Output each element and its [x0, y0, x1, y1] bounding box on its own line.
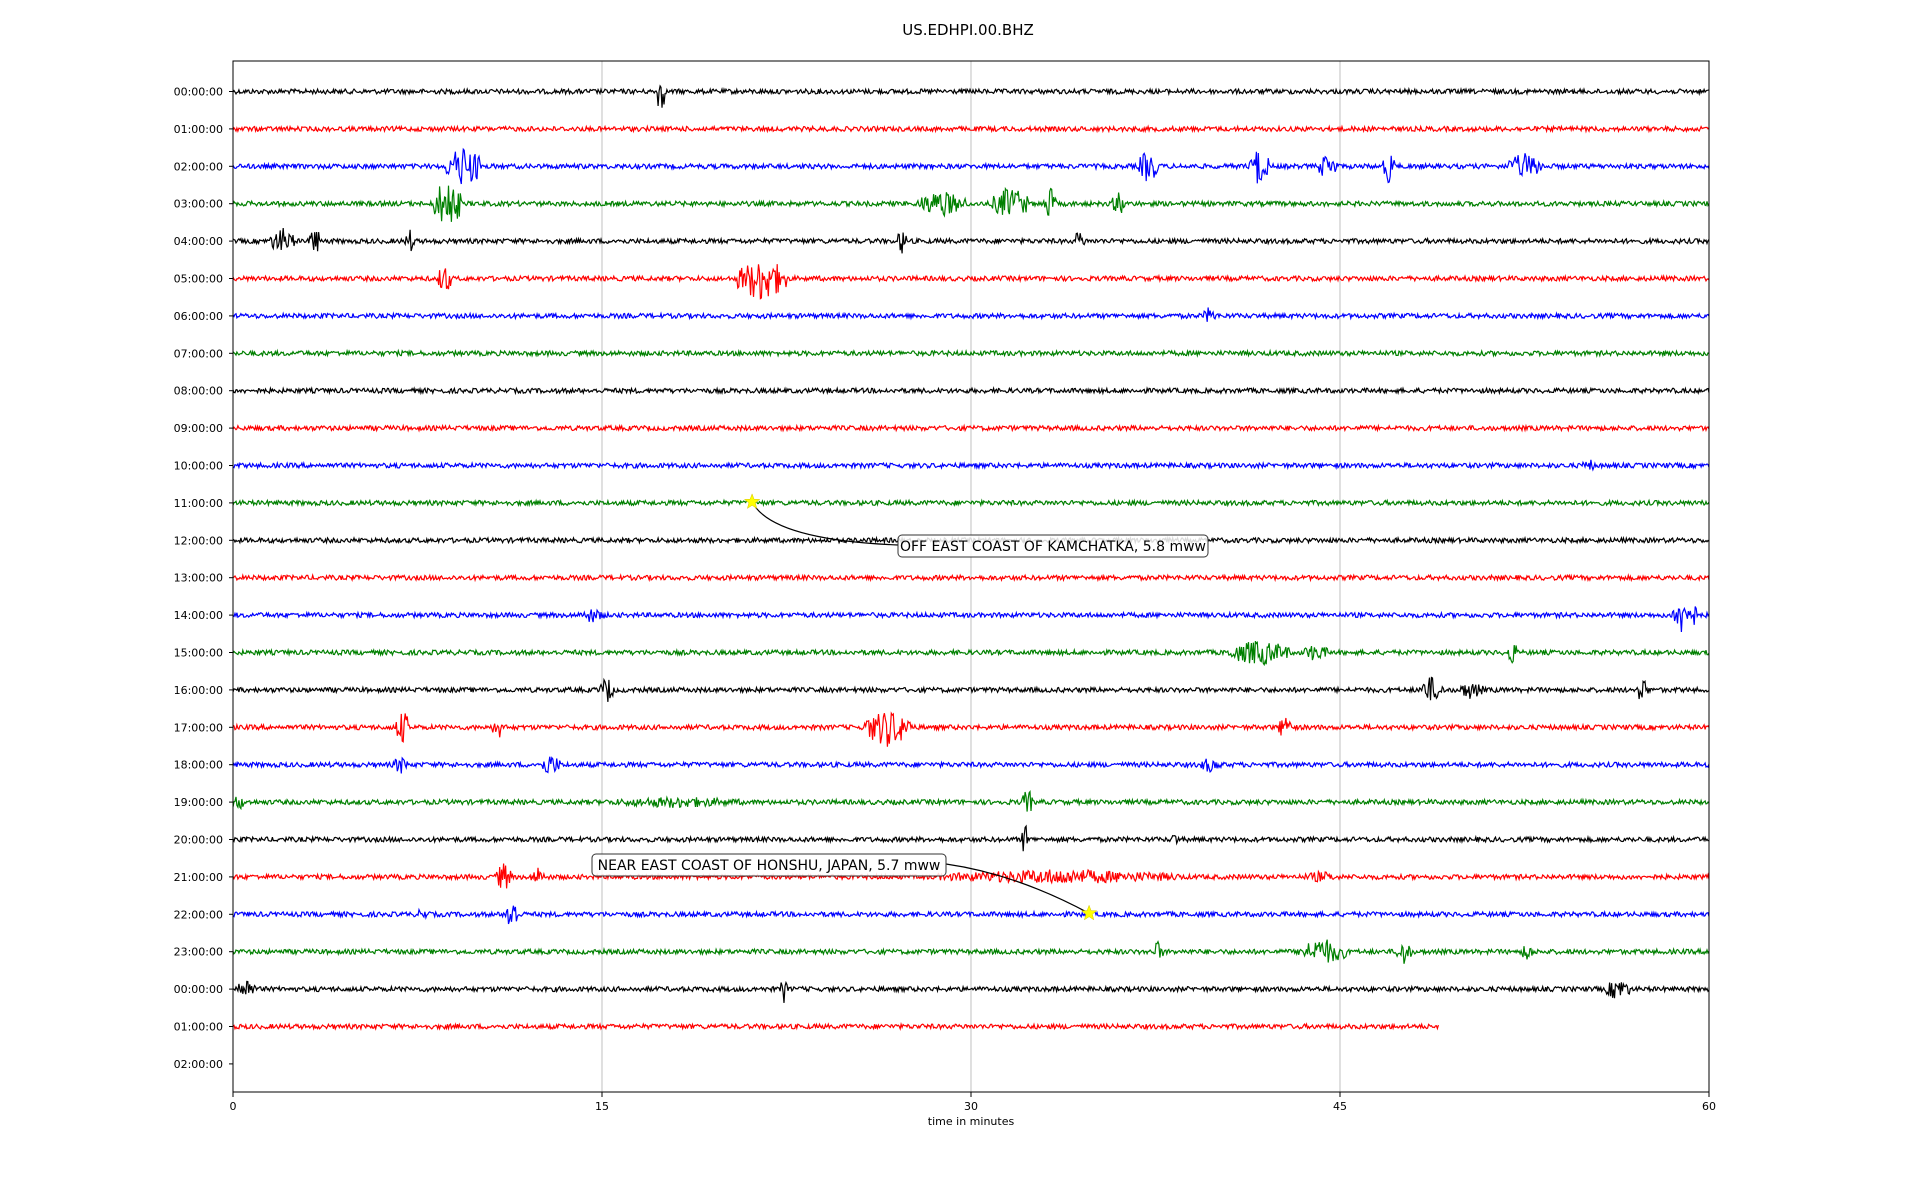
seismic-trace — [232, 84, 1710, 108]
seismic-trace — [232, 185, 1710, 222]
y-tick-label: 23:00:00 — [174, 946, 223, 959]
y-tick-label: 04:00:00 — [174, 235, 223, 248]
seismic-traces — [232, 84, 1710, 1031]
event-connector — [751, 501, 899, 546]
seismic-trace — [232, 939, 1710, 964]
y-tick-label: 00:00:00 — [174, 983, 223, 996]
seismic-trace — [232, 640, 1710, 667]
seismic-trace — [232, 606, 1710, 633]
seismic-trace — [232, 824, 1710, 852]
event-connector — [945, 863, 1090, 914]
y-tick-label: 18:00:00 — [174, 759, 223, 772]
x-axis-label: time in minutes — [928, 1115, 1015, 1128]
x-tick-label: 60 — [1702, 1100, 1716, 1113]
y-tick-label: 13:00:00 — [174, 572, 223, 585]
y-tick-label: 22:00:00 — [174, 908, 223, 921]
y-tick-label: 16:00:00 — [174, 684, 223, 697]
seismic-trace — [232, 573, 1710, 583]
y-tick-label: 02:00:00 — [174, 160, 223, 173]
seismic-trace — [232, 423, 1710, 433]
y-tick-label: 08:00:00 — [174, 385, 223, 398]
x-tick-label: 30 — [964, 1100, 978, 1113]
plot-frame — [232, 60, 1710, 1093]
y-tick-label: 00:00:00 — [174, 86, 223, 99]
seismic-trace — [232, 711, 1710, 747]
y-tick-label: 19:00:00 — [174, 796, 223, 809]
y-tick-label: 07:00:00 — [174, 347, 223, 360]
event-label: NEAR EAST COAST OF HONSHU, JAPAN, 5.7 mw… — [598, 858, 941, 874]
y-tick-label: 01:00:00 — [174, 123, 223, 136]
y-tick-label: 03:00:00 — [174, 198, 223, 211]
y-tick-label: 11:00:00 — [174, 497, 223, 510]
x-tick-label: 45 — [1333, 1100, 1347, 1113]
y-tick-labels: 00:00:00 01:00:00 02:00:00 03:00:00 04:00:00… — [174, 86, 233, 1071]
seismic-trace — [232, 227, 1710, 254]
x-axis-ticks: 0 15 30 45 60 — [230, 1092, 1716, 1113]
seismic-trace — [232, 459, 1710, 472]
seismic-trace — [232, 348, 1710, 359]
y-tick-label: 06:00:00 — [174, 310, 223, 323]
y-tick-label: 14:00:00 — [174, 609, 223, 622]
seismic-trace — [232, 790, 1710, 812]
event-annotations: OFF EAST COAST OF KAMCHATKA, 5.8 mww NEAR… — [591, 493, 1209, 921]
y-tick-label: 01:00:00 — [174, 1021, 223, 1034]
event-label-box — [897, 534, 1209, 558]
seismic-trace — [232, 756, 1710, 774]
seismic-trace — [232, 307, 1710, 322]
y-tick-label: 09:00:00 — [174, 422, 223, 435]
event-star-icon — [1080, 904, 1098, 921]
y-tick-label: 12:00:00 — [174, 534, 223, 547]
y-tick-label: 10:00:00 — [174, 460, 223, 473]
seismic-trace — [232, 905, 1710, 925]
event-star-icon — [743, 493, 761, 509]
y-tick-label: 05:00:00 — [174, 273, 223, 286]
y-tick-label: 20:00:00 — [174, 834, 223, 847]
chart-title: US.EDHPI.00.BHZ — [902, 21, 1034, 39]
y-tick-label: 15:00:00 — [174, 647, 223, 660]
seismic-trace — [232, 147, 1710, 185]
y-tick-label: 17:00:00 — [174, 721, 223, 734]
event-label: OFF EAST COAST OF KAMCHATKA, 5.8 mww — [900, 539, 1206, 555]
x-tick-label: 0 — [230, 1100, 237, 1113]
y-tick-label: 21:00:00 — [174, 871, 223, 884]
seismic-trace — [232, 1021, 1439, 1031]
x-tick-label: 15 — [595, 1100, 609, 1113]
event-label-box — [591, 853, 947, 877]
seismic-trace — [232, 385, 1710, 396]
seismic-trace — [232, 498, 1710, 508]
seismic-trace — [232, 863, 1710, 889]
seismic-trace — [232, 980, 1710, 1003]
seismic-trace — [232, 264, 1710, 300]
y-tick-label: 02:00:00 — [174, 1058, 223, 1071]
seismic-trace — [232, 676, 1710, 702]
seismic-trace — [232, 124, 1710, 134]
